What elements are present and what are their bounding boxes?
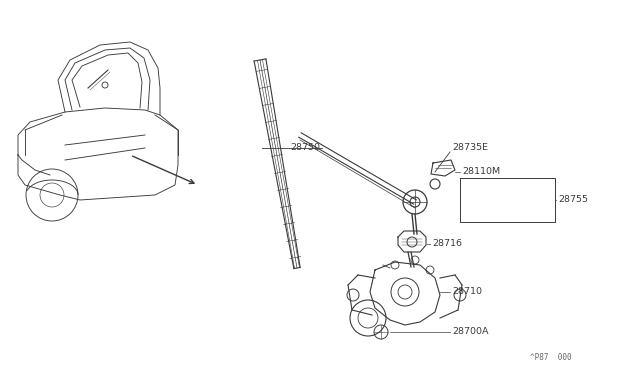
Text: 28755: 28755 (558, 196, 588, 205)
Text: 28700A: 28700A (452, 327, 488, 337)
Text: 28110M: 28110M (462, 167, 500, 176)
Text: 28750: 28750 (290, 144, 320, 153)
Text: ^P87  000: ^P87 000 (530, 353, 572, 362)
Text: 28710: 28710 (452, 288, 482, 296)
Text: 28716: 28716 (432, 240, 462, 248)
Text: 28735E: 28735E (452, 144, 488, 153)
